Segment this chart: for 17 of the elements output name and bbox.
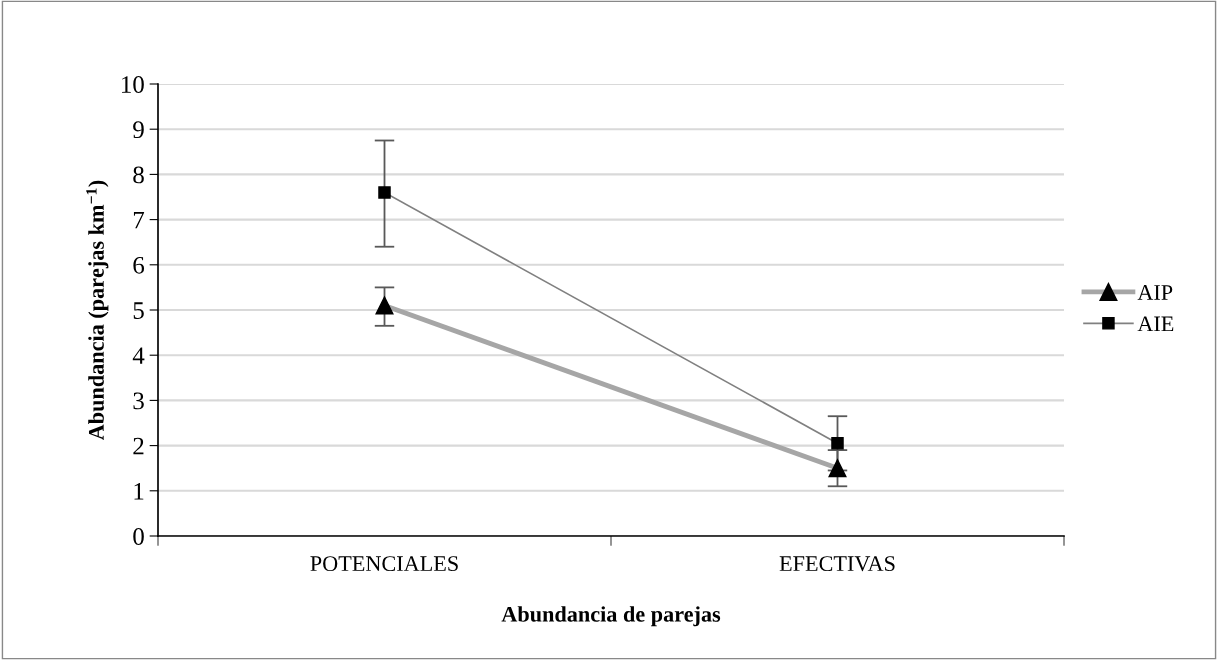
y-axis-title: Abundancia (parejas km$^{−1}$) (86, 180, 109, 441)
y-tick-label: 2 (133, 437, 144, 455)
y-tick-label: 7 (133, 211, 145, 229)
y-tick-label: 10 (122, 76, 144, 93)
y-tick-label: 8 (133, 166, 144, 184)
y-tick-label: 4 (132, 347, 145, 364)
x-axis-title: Abundancia de parejas (501, 606, 721, 627)
y-tick-label: 6 (133, 256, 145, 274)
x-tick-label: EFECTIVAS (779, 556, 895, 572)
legend-label: AIP (1137, 285, 1173, 300)
y-tick-label: 0 (133, 528, 144, 545)
x-tick-label: POTENCIALES (310, 556, 458, 572)
y-tick-label: 9 (133, 121, 144, 139)
y-tick-label: 3 (133, 392, 144, 410)
legend-label: AIE (1137, 316, 1174, 332)
y-tick-label: 1 (134, 482, 144, 500)
y-tick-label: 5 (133, 302, 144, 319)
